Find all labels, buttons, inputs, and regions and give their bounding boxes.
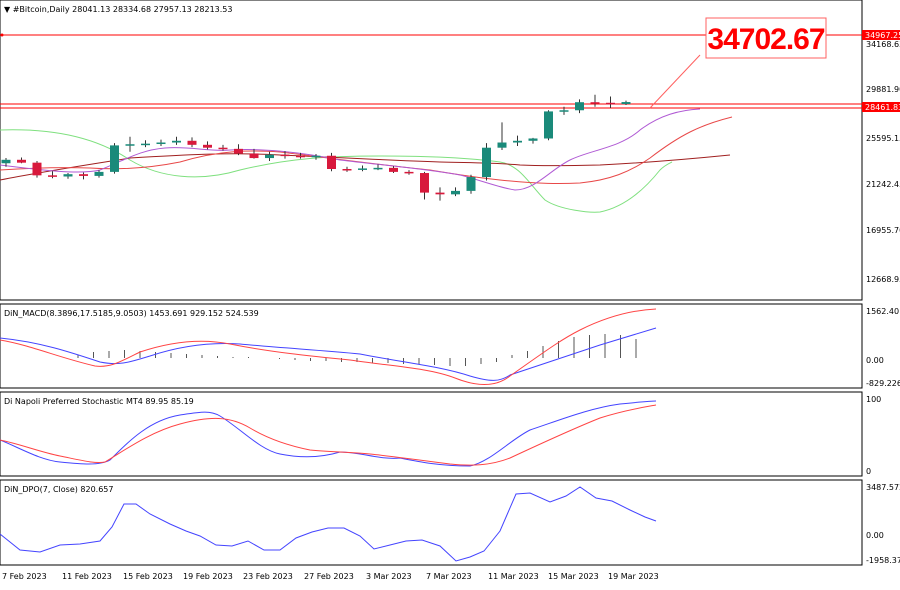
date-label: 27 Feb 2023 xyxy=(304,572,354,581)
price-label: 16955.70 xyxy=(866,226,900,235)
bullish-candle[interactable] xyxy=(559,110,569,112)
date-label: 23 Feb 2023 xyxy=(243,572,293,581)
bullish-candle[interactable] xyxy=(110,145,119,172)
bullish-candle[interactable] xyxy=(497,142,507,148)
bearish-candle[interactable] xyxy=(79,174,88,176)
slow-moving-average xyxy=(0,153,731,181)
dpo-line xyxy=(0,486,657,562)
stochastic-axis-label: 0 xyxy=(866,467,871,476)
bullish-candle[interactable] xyxy=(172,140,181,143)
resistance-price-badge xyxy=(862,30,900,40)
forecast-callout-box[interactable] xyxy=(705,17,827,59)
candlestick-series[interactable] xyxy=(1,94,631,201)
fast-moving-average xyxy=(0,108,701,191)
stochastic-k-line xyxy=(0,400,657,467)
macd-axis-label: 0.00 xyxy=(866,356,884,365)
stochastic-axis: 100 0 xyxy=(866,395,881,476)
date-label: 3 Mar 2023 xyxy=(366,572,412,581)
bullish-candle[interactable] xyxy=(358,168,367,170)
dpo-panel[interactable] xyxy=(0,479,863,566)
bearish-candle[interactable] xyxy=(187,140,197,145)
macd-axis-label: -829.226 xyxy=(866,379,900,388)
bullish-candle[interactable] xyxy=(544,111,553,139)
stochastic-axis-label: 100 xyxy=(866,395,881,404)
bearish-candle[interactable] xyxy=(280,154,290,157)
level-anchor-dot[interactable] xyxy=(0,33,4,37)
current-price-badge xyxy=(862,102,900,112)
bearish-candle[interactable] xyxy=(435,192,445,195)
bearish-candle[interactable] xyxy=(389,167,398,172)
macd-axis: 1562.401 0.00 -829.226 xyxy=(866,307,900,388)
macd-signal-line xyxy=(0,327,657,381)
bearish-candle[interactable] xyxy=(249,153,259,159)
price-label: 34168.63 xyxy=(866,40,900,49)
macd-main-line xyxy=(0,308,657,385)
bullish-candle[interactable] xyxy=(373,167,383,170)
forecast-arrow-line xyxy=(649,54,701,109)
bullish-candle[interactable] xyxy=(63,174,73,177)
bullish-candle[interactable] xyxy=(265,154,274,159)
bullish-candle[interactable] xyxy=(125,144,135,146)
bearish-candle[interactable] xyxy=(404,171,414,174)
current-price-label: 28461.83 xyxy=(865,103,900,112)
bearish-candle[interactable] xyxy=(32,162,42,176)
bearish-candle[interactable] xyxy=(296,155,305,158)
price-axis[interactable]: 34967.25 34168.63 29881.90 28461.83 2559… xyxy=(862,30,900,284)
dpo-axis-label: 0.00 xyxy=(866,531,884,540)
bullish-candle[interactable] xyxy=(156,142,166,145)
date-axis[interactable]: 7 Feb 2023 11 Feb 2023 15 Feb 2023 19 Fe… xyxy=(2,572,659,581)
dpo-axis-label: 3487.572 xyxy=(866,483,900,492)
bullish-candle[interactable] xyxy=(621,102,631,105)
bullish-candle[interactable] xyxy=(1,159,11,164)
bearish-candle[interactable] xyxy=(234,148,243,154)
bearish-candle[interactable] xyxy=(218,147,228,150)
price-label: 21242.45 xyxy=(866,180,900,189)
macd-title: DiN_MACD(8.3896,17.5185,9.0503) 1453.691… xyxy=(4,309,259,318)
bullish-candle[interactable] xyxy=(482,147,491,178)
dpo-axis: 3487.572 0.00 -1958.379 xyxy=(866,483,900,565)
macd-panel[interactable] xyxy=(0,303,863,389)
stochastic-d-line xyxy=(0,404,657,466)
bearish-candle[interactable] xyxy=(203,144,212,148)
stochastic-title: Di Napoli Preferred Stochastic MT4 89.95… xyxy=(4,397,194,406)
bearish-candle[interactable] xyxy=(590,102,600,104)
bullish-candle[interactable] xyxy=(513,140,522,143)
symbol-title: ▼ #Bitcoin,Daily 28041.13 28334.68 27957… xyxy=(4,5,232,14)
bullish-candle[interactable] xyxy=(451,190,460,195)
bullish-candle[interactable] xyxy=(528,138,538,141)
dpo-axis-label: -1958.379 xyxy=(866,556,900,565)
macd-axis-label: 1562.401 xyxy=(866,307,900,316)
bearish-candle[interactable] xyxy=(420,173,429,193)
bullish-candle[interactable] xyxy=(575,102,584,111)
bearish-candle[interactable] xyxy=(17,159,26,163)
date-label: 15 Feb 2023 xyxy=(123,572,173,581)
dpo-title: DiN_DPO(7, Close) 820.657 xyxy=(4,485,113,494)
forecast-price-text: 34702.67 xyxy=(707,23,824,56)
bullish-candle[interactable] xyxy=(94,171,104,176)
date-label: 11 Mar 2023 xyxy=(488,572,539,581)
date-label: 19 Mar 2023 xyxy=(608,572,659,581)
price-label: 25595.15 xyxy=(866,134,900,143)
bearish-candle[interactable] xyxy=(48,175,57,177)
bullish-candle[interactable] xyxy=(141,143,150,146)
price-label: 12668.95 xyxy=(866,275,900,284)
bullish-candle[interactable] xyxy=(466,177,476,191)
date-label: 11 Feb 2023 xyxy=(62,572,112,581)
price-label: 29881.90 xyxy=(866,85,900,94)
bullish-candle[interactable] xyxy=(311,155,321,158)
date-label: 19 Feb 2023 xyxy=(183,572,233,581)
green-moving-average xyxy=(0,129,673,213)
bearish-candle[interactable] xyxy=(342,169,352,171)
bearish-candle[interactable] xyxy=(606,102,615,105)
stochastic-panel[interactable] xyxy=(0,391,863,477)
date-label: 15 Mar 2023 xyxy=(548,572,599,581)
bearish-candle[interactable] xyxy=(327,155,336,170)
resistance-price-label: 34967.25 xyxy=(865,31,900,40)
date-label: 7 Mar 2023 xyxy=(426,572,472,581)
date-label: 7 Feb 2023 xyxy=(2,572,47,581)
